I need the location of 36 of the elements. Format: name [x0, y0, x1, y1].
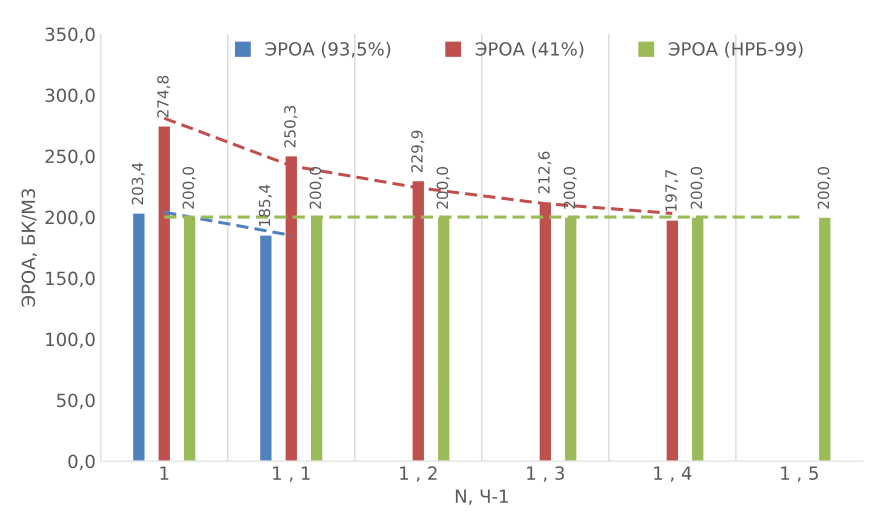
- data-label: 203,4: [132, 162, 145, 204]
- legend-label: ЭРОА (41%): [476, 42, 584, 58]
- legend-label: ЭРОА (93,5%): [266, 42, 390, 58]
- bar: [157, 125, 172, 462]
- y-tick-label: 50,0: [57, 394, 95, 410]
- bar: [132, 212, 146, 462]
- x-axis-title: N, Ч-1: [456, 490, 508, 505]
- x-tick-label: 1 , 4: [654, 466, 692, 482]
- data-label: 200,0: [182, 167, 196, 209]
- y-tick-label: 100,0: [46, 332, 95, 348]
- data-label: 200,0: [818, 167, 831, 209]
- data-label: 200,0: [436, 167, 450, 209]
- data-label: 212,6: [538, 152, 552, 194]
- data-label: 229,9: [411, 130, 424, 172]
- y-tick-label: 0,0: [68, 454, 95, 470]
- y-tick-label: 350,0: [46, 28, 95, 44]
- data-label: 274,8: [157, 76, 170, 118]
- legend-label: ЭРОА (НРБ-99): [668, 42, 803, 58]
- data-label: 200,0: [564, 167, 577, 209]
- y-axis-title: ЭРОА, БК/М3: [21, 189, 37, 307]
- x-tick-label: 1 , 5: [781, 466, 818, 482]
- y-tick-label: 200,0: [46, 210, 95, 226]
- data-label: 185,4: [258, 184, 272, 226]
- y-tick-label: 150,0: [46, 272, 95, 288]
- y-tick-label: 250,0: [46, 150, 95, 166]
- data-label: 250,3: [284, 106, 298, 148]
- data-label: 200,0: [310, 167, 323, 209]
- x-tick-label: 1 , 2: [400, 466, 437, 482]
- bar: [818, 216, 832, 462]
- x-tick-label: 1 , 3: [527, 466, 564, 482]
- bar: [665, 219, 680, 462]
- x-tick-label: 1: [160, 466, 168, 480]
- y-tick-label: 300,0: [46, 88, 95, 104]
- data-label: 197,7: [665, 170, 678, 211]
- data-label: 200,0: [690, 167, 704, 209]
- x-tick-label: 1 , 1: [273, 466, 310, 482]
